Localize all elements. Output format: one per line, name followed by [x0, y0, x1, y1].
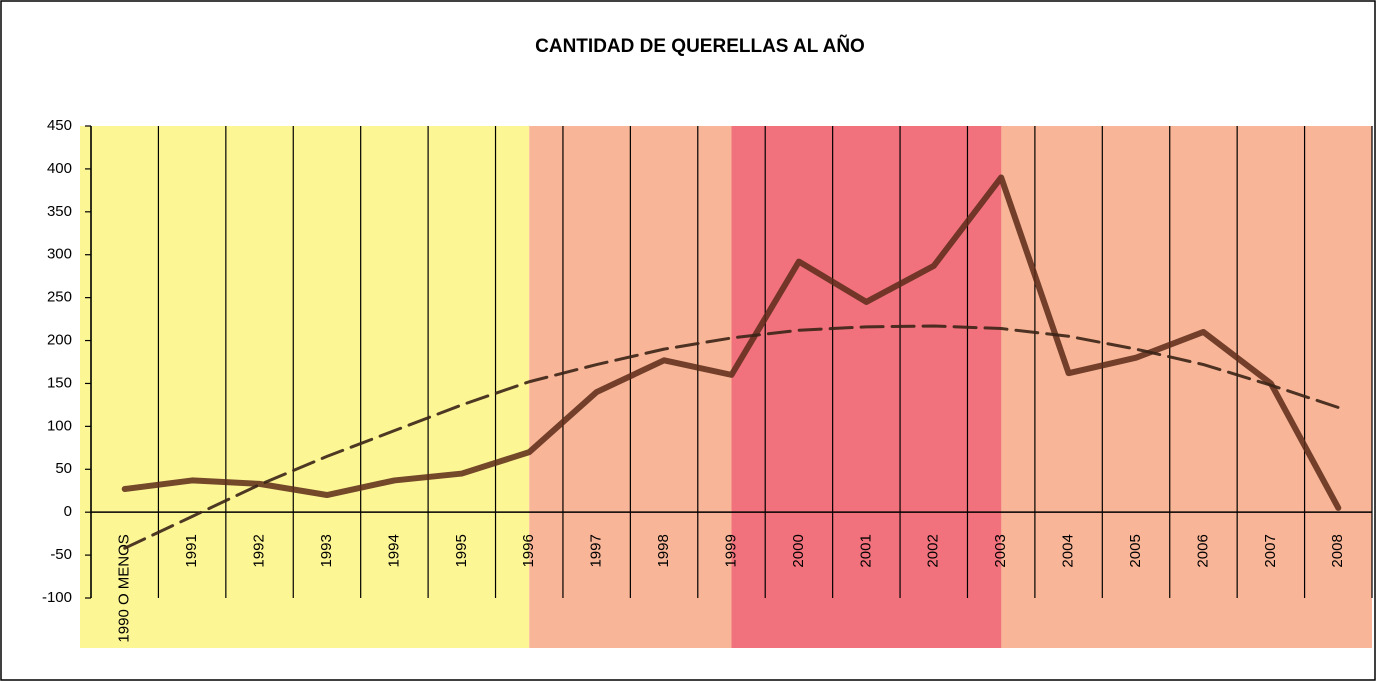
x-tick-label: 1997 — [588, 534, 605, 567]
x-tick-label: 2005 — [1127, 534, 1144, 567]
y-tick-label: 150 — [47, 374, 72, 391]
y-tick-label: -100 — [42, 589, 72, 606]
y-tick-label: 300 — [47, 246, 72, 263]
x-tick-label: 2006 — [1194, 534, 1211, 567]
x-tick-label: 1999 — [722, 534, 739, 567]
chart-title: CANTIDAD DE QUERELLAS AL AÑO — [535, 35, 865, 57]
x-tick-label: 2007 — [1262, 534, 1279, 567]
trend-line — [123, 324, 1340, 550]
x-tick-label: 1994 — [385, 534, 402, 567]
background-band — [731, 126, 1002, 648]
x-tick-label: 2002 — [925, 534, 942, 567]
y-tick-label: 200 — [47, 332, 72, 349]
y-tick-label: 400 — [47, 160, 72, 177]
y-tick-label: 350 — [47, 203, 72, 220]
x-tick-label: 2000 — [790, 534, 807, 567]
x-tick-label: 1992 — [251, 534, 268, 567]
x-tick-label: 2003 — [992, 534, 1009, 567]
x-tick-label: 2008 — [1329, 534, 1346, 567]
x-tick-label: 1996 — [520, 534, 537, 567]
x-tick-label: 1998 — [655, 534, 672, 567]
y-tick-label: 0 — [64, 503, 72, 520]
background-bands — [80, 126, 1372, 648]
x-tick-label: 1991 — [183, 534, 200, 567]
y-tick-label: -50 — [50, 546, 72, 563]
x-tick-label: 2004 — [1060, 534, 1077, 567]
data-line — [121, 174, 1342, 511]
y-tick-label: 100 — [47, 417, 72, 434]
x-tick-label: 1993 — [318, 534, 335, 567]
x-tick-label: 2001 — [857, 534, 874, 567]
x-tick-label: 1995 — [453, 534, 470, 567]
y-tick-label: 450 — [47, 117, 72, 134]
x-tick-label: 1990 O MENOS — [116, 534, 133, 642]
y-tick-label: 250 — [47, 289, 72, 306]
y-tick-label: 50 — [55, 460, 72, 477]
background-band — [80, 126, 530, 648]
